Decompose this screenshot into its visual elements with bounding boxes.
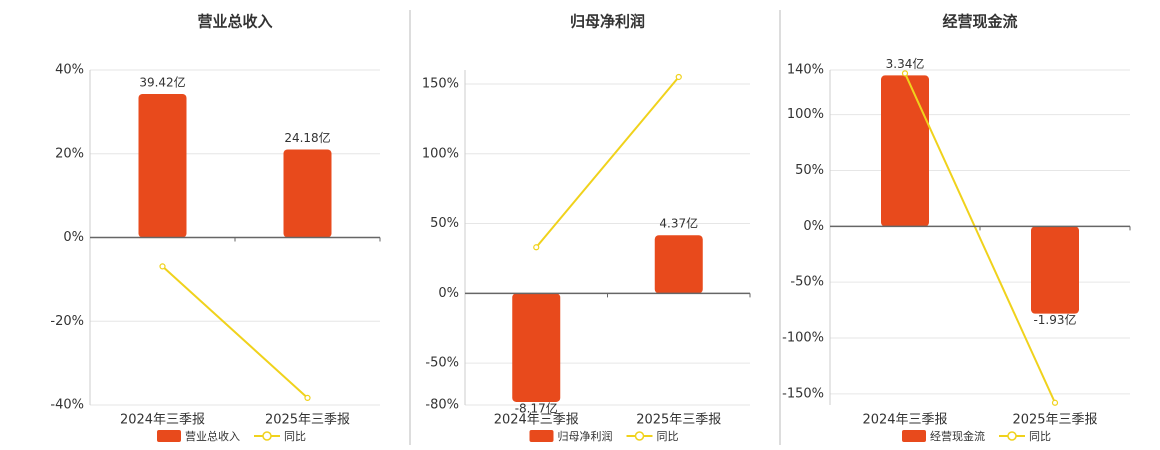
line-point	[901, 70, 909, 77]
legend-swatch	[262, 431, 272, 441]
y-tick-label: 0%	[803, 219, 824, 234]
data-label: 3.34亿	[886, 56, 925, 71]
y-tick-label: -100%	[782, 331, 824, 346]
bar	[138, 93, 187, 238]
data-label: 39.42亿	[139, 74, 185, 89]
data-label: 24.18亿	[284, 130, 330, 145]
x-tick-label: 2025年三季报	[1012, 413, 1097, 428]
legend-label: 经营现金流	[930, 429, 985, 443]
chart-title: 营业总收入	[197, 13, 272, 31]
y-tick-label: -40%	[50, 398, 84, 413]
line-point	[159, 263, 166, 270]
bar	[512, 293, 561, 402]
bar	[881, 75, 929, 227]
legend-label: 营业总收入	[185, 429, 240, 443]
y-tick-label: -50%	[425, 356, 459, 371]
chart-title: 经营现金流	[942, 13, 1017, 31]
legend-label: 同比	[284, 430, 306, 443]
legend-swatch	[157, 430, 181, 442]
y-tick-label: -50%	[790, 275, 824, 290]
line	[535, 76, 680, 248]
line	[161, 265, 309, 399]
chart-title: 归母净利润	[570, 13, 645, 31]
line-point	[675, 73, 682, 81]
x-tick-label: 2024年三季报	[862, 413, 947, 428]
x-tick-label: 2025年三季报	[636, 413, 721, 428]
legend-swatch	[1007, 431, 1017, 441]
y-tick-label: 140%	[787, 63, 824, 78]
bar	[283, 149, 332, 238]
y-tick-label: 100%	[787, 107, 824, 122]
legend-label: 同比	[1029, 430, 1051, 443]
bar	[1031, 226, 1079, 314]
legend-swatch	[902, 430, 926, 442]
line	[904, 72, 1056, 404]
y-tick-label: 50%	[430, 216, 459, 231]
legend-swatch	[529, 430, 554, 442]
y-tick-label: 20%	[55, 146, 84, 161]
y-tick-label: -80%	[425, 398, 459, 413]
data-label: -8.17亿	[515, 400, 558, 415]
y-tick-label: 0%	[438, 286, 459, 301]
line-point	[304, 394, 311, 401]
y-tick-label: -150%	[782, 386, 824, 401]
y-tick-label: 40%	[55, 63, 84, 78]
data-label: 4.37亿	[659, 216, 698, 231]
y-tick-label: 100%	[422, 146, 459, 161]
y-tick-label: -20%	[50, 314, 84, 329]
x-tick-label: 2024年三季报	[120, 413, 205, 428]
bar	[654, 235, 703, 294]
line-point	[533, 244, 540, 251]
legend-label: 归母净利润	[558, 429, 613, 443]
y-tick-label: 50%	[795, 163, 824, 178]
line-point	[1051, 399, 1059, 406]
y-tick-label: 0%	[63, 230, 84, 245]
x-tick-label: 2025年三季报	[265, 413, 350, 428]
x-tick-label: 2024年三季报	[494, 413, 579, 428]
legend-label: 同比	[657, 430, 679, 443]
data-label: -1.93亿	[1033, 312, 1076, 327]
legend-swatch	[634, 431, 645, 441]
y-tick-label: 150%	[422, 76, 459, 91]
